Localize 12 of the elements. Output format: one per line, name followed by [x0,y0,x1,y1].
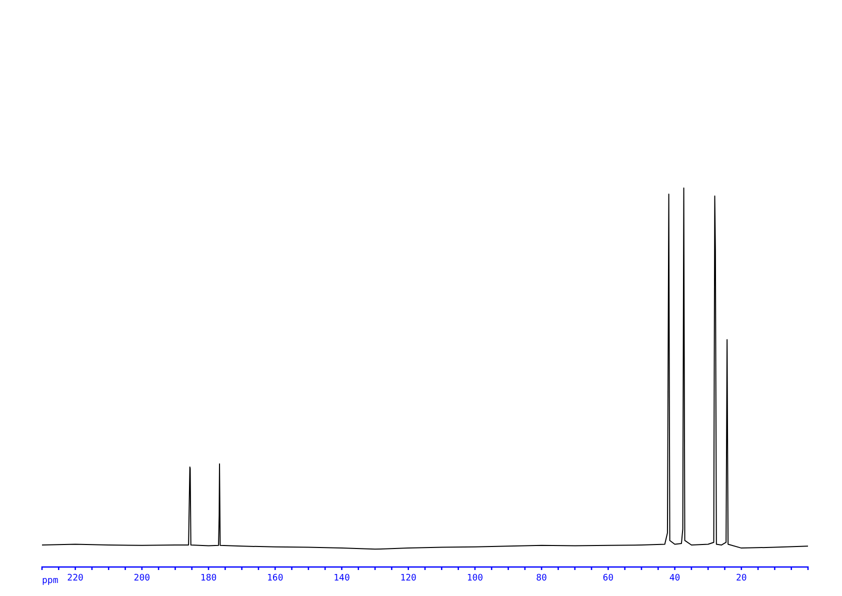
x-tick-label: 60 [602,573,614,584]
x-axis-title: ppm [42,576,58,586]
x-tick-label: 160 [267,573,284,584]
x-tick-label: 20 [736,573,747,584]
x-tick-label: 180 [200,573,217,584]
x-tick-label: 100 [466,573,484,584]
x-tick-label: 80 [536,573,547,584]
x-tick-label: 40 [669,573,680,584]
x-tick-label: 200 [134,573,150,584]
x-tick-label: 140 [334,573,350,584]
x-tick-label: 220 [67,573,84,584]
x-tick-label: 120 [400,573,416,584]
